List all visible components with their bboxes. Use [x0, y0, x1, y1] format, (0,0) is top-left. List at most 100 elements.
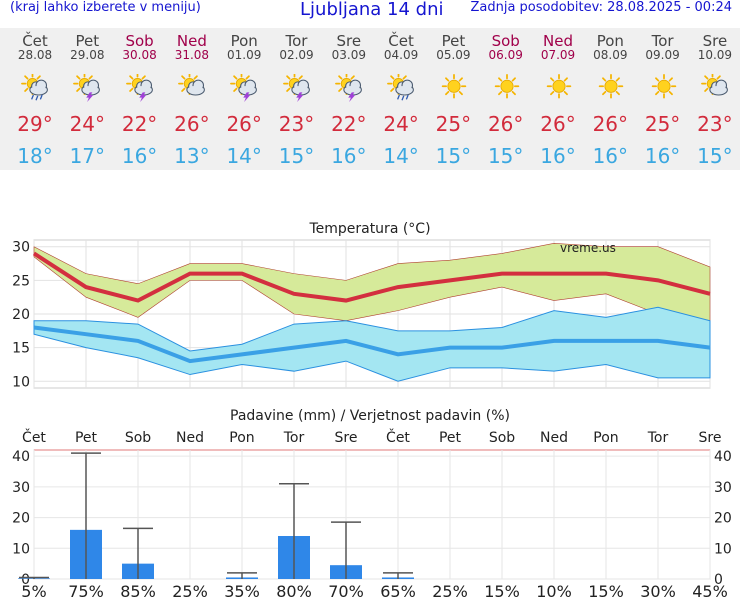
precipitation-day-label: Čet: [386, 428, 410, 446]
forecast-min-temp: 13°: [174, 144, 210, 168]
forecast-min-temp: 16°: [540, 144, 576, 168]
forecast-date: 06.09: [488, 48, 523, 62]
precipitation-day-label: Pon: [593, 430, 618, 446]
precipitation-y-tick-left: 10: [12, 541, 30, 557]
forecast-max-temp: 26°: [540, 112, 576, 136]
precipitation-day-label: Pet: [439, 430, 462, 446]
forecast-max-temp: 22°: [121, 112, 158, 136]
forecast-date: 03.09: [331, 48, 366, 62]
forecast-day-name: Tor: [651, 32, 674, 50]
forecast-charts: Temperatura (°C) 10 15 20 25 30 vreme.us Padavi…: [12, 221, 732, 601]
forecast-date: 02.09: [279, 48, 314, 62]
sun-icon: [651, 74, 676, 99]
forecast-day-name: Pon: [596, 32, 624, 50]
temperature-y-tick: 25: [12, 273, 30, 289]
sun-cloud-thunder-icon: [230, 74, 258, 102]
min-temp-line: [33, 325, 711, 364]
forecast-max-temp: 26°: [226, 112, 262, 136]
forecast-min-temp: 16°: [592, 144, 629, 168]
forecast-max-temp: 26°: [487, 112, 524, 136]
forecast-date: 29.08: [70, 48, 105, 62]
precipitation-y-tick-right: 40: [714, 449, 732, 465]
forecast-date: 28.08: [17, 48, 53, 62]
forecast-day-name: Pet: [441, 32, 466, 50]
forecast-min-temp: 18°: [17, 144, 53, 168]
sun-cloud-icon: [701, 74, 728, 96]
forecast-max-temp: 25°: [644, 112, 681, 136]
precipitation-chart: Padavine (mm) / Verjetnost padavin (%) Če…: [12, 408, 732, 601]
sun-icon: [442, 74, 467, 99]
precipitation-day-label: Pon: [229, 430, 254, 446]
precipitation-y-tick-right: 20: [714, 511, 732, 527]
forecast-max-temp: 23°: [697, 112, 733, 136]
sun-cloud-thunder-icon: [282, 74, 310, 102]
precipitation-day-label: Sob: [489, 430, 515, 446]
precipitation-probability-label: 45%: [692, 582, 728, 600]
forecast-date: 30.08: [122, 48, 157, 62]
precipitation-day-label: Ned: [176, 430, 204, 446]
temperature-y-tick: 15: [12, 341, 30, 357]
precipitation-y-tick-left: 0: [21, 572, 30, 588]
precipitation-probability-label: 80%: [276, 582, 312, 600]
precipitation-probability-label: 25%: [172, 582, 208, 600]
forecast-day-name: Sob: [125, 32, 154, 50]
forecast-date: 31.08: [174, 48, 210, 62]
forecast-max-temp: 24°: [69, 112, 106, 136]
min-temp-range-band: [33, 306, 711, 382]
forecast-day-name: Čet: [22, 32, 48, 50]
forecast-max-temp: 26°: [592, 112, 629, 136]
precipitation-chart-title: Padavine (mm) / Verjetnost padavin (%): [230, 408, 510, 424]
sun-cloud-thunder-icon: [334, 74, 362, 102]
precipitation-probability-label: 15%: [588, 582, 624, 600]
precipitation-probability-label: 70%: [328, 582, 364, 600]
precipitation-day-label: Sre: [699, 430, 722, 446]
forecast-date: 10.09: [697, 48, 733, 62]
precipitation-probability-label: 5%: [21, 582, 46, 600]
precipitation-probability-label: 75%: [68, 582, 104, 600]
forecast-day-name: Ned: [543, 32, 573, 50]
precipitation-y-tick-right: 10: [714, 541, 732, 557]
forecast-min-temp: 16°: [644, 144, 681, 168]
precipitation-probability-label: 25%: [432, 582, 468, 600]
precipitation-plot-area: [33, 449, 711, 580]
forecast-max-temp: 29°: [17, 112, 53, 136]
charts-panel: Temperatura (°C) 10 15 20 25 30 vreme.us Padavi…: [0, 210, 740, 604]
forecast-min-temp: 16°: [331, 144, 367, 168]
precipitation-y-tick-left: 40: [12, 449, 30, 465]
forecast-day-name: Tor: [285, 32, 308, 50]
precipitation-probability-label: 30%: [640, 582, 676, 600]
sun-cloud-thunder-icon: [73, 74, 101, 102]
forecast-date: 04.09: [383, 48, 419, 62]
forecast-date: 09.09: [645, 48, 680, 62]
temperature-y-tick: 20: [12, 307, 30, 323]
forecast-day-name: Sre: [702, 32, 728, 50]
precipitation-y-tick-left: 30: [12, 480, 30, 496]
forecast-min-temp: 15°: [278, 144, 315, 168]
temperature-y-tick: 10: [12, 374, 30, 390]
location-menu-hint: (kraj lahko izberete v meniju): [10, 0, 201, 15]
forecast-day-name: Sre: [336, 32, 362, 50]
precipitation-day-label: Tor: [283, 430, 305, 446]
forecast-min-temp: 17°: [69, 144, 106, 168]
forecast-min-temp: 15°: [487, 144, 524, 168]
forecast-date: 01.09: [227, 48, 262, 62]
temperature-chart-title: Temperatura (°C): [308, 221, 430, 237]
precipitation-day-label: Čet: [22, 428, 46, 446]
forecast-day-name: Sob: [491, 32, 520, 50]
precipitation-y-tick-right: 0: [714, 572, 723, 588]
precipitation-day-label: Sob: [125, 430, 151, 446]
sun-cloud-thunder-icon: [125, 74, 153, 102]
forecast-max-temp: 22°: [331, 112, 367, 136]
sun-icon: [599, 74, 624, 99]
precipitation-y-tick-left: 20: [12, 511, 30, 527]
forecast-min-temp: 15°: [435, 144, 472, 168]
forecast-min-temp: 15°: [697, 144, 733, 168]
max-temp-line: [32, 251, 711, 303]
forecast-min-temp: 16°: [121, 144, 158, 168]
precipitation-probability-label: 15%: [484, 582, 520, 600]
sun-cloud-rain-icon: [21, 74, 48, 101]
forecast-max-temp: 23°: [278, 112, 315, 136]
precipitation-probability-label: 85%: [120, 582, 156, 600]
precipitation-probability-label: 10%: [536, 582, 572, 600]
precipitation-probability-label: 65%: [380, 582, 416, 600]
